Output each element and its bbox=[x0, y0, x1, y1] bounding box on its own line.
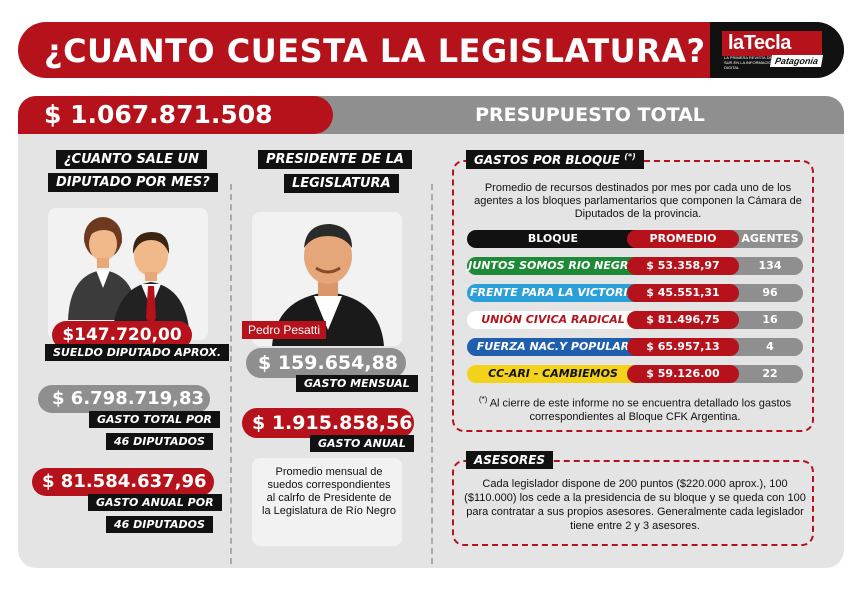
gasto-total-label-line2: 46 DIPUTADOS bbox=[106, 433, 213, 450]
bloques-table: BLOQUE PROMEDIO AGENTES JUNTOS SOMOS RIO… bbox=[467, 230, 803, 392]
table-row: FRENTE PARA LA VICTORIA $ 45.551,31 96 bbox=[467, 284, 803, 302]
bloque-name: CC-ARI - CAMBIEMOS bbox=[467, 365, 639, 383]
bloques-intro: Promedio de recursos destinados por mes … bbox=[474, 182, 802, 220]
total-value-bar bbox=[18, 96, 333, 134]
diputado-heading-line2: DIPUTADO POR MES? bbox=[48, 173, 218, 192]
bloque-promedio: $ 65.957,13 bbox=[627, 338, 739, 356]
table-header-row: BLOQUE PROMEDIO AGENTES bbox=[467, 230, 803, 248]
presidente-description-box bbox=[252, 458, 402, 546]
gasto-anual-label-line1: GASTO ANUAL POR bbox=[88, 494, 222, 511]
presidente-heading-line2: LEGISLATURA bbox=[284, 174, 399, 193]
total-budget-label: PRESUPUESTO TOTAL bbox=[475, 104, 705, 126]
diputado-heading-line1: ¿CUANTO SALE UN bbox=[56, 150, 207, 169]
asesores-text: Cada legislador dispone de 200 puntos ($… bbox=[464, 478, 806, 532]
bloque-agentes: 134 bbox=[717, 257, 803, 275]
bloque-name: JUNTOS SOMOS RIO NEGRO bbox=[467, 257, 639, 275]
header-banner: ¿CUANTO CUESTA LA LEGISLATURA? laTecla L… bbox=[18, 22, 844, 78]
logo-block: laTecla LA PRIMERA REVISTA DEL SUR EN LA… bbox=[710, 22, 844, 78]
bloques-footnote: (*) Al cierre de este informe no se encu… bbox=[470, 393, 800, 424]
sueldo-diputado-label: SUELDO DIPUTADO APROX. bbox=[45, 344, 230, 361]
latecla-logo[interactable]: laTecla LA PRIMERA REVISTA DEL SUR EN LA… bbox=[722, 31, 824, 70]
presidente-description: Promedio mensual de suedos correspondien… bbox=[262, 466, 396, 517]
gasto-total-value: $ 6.798.719,83 bbox=[38, 385, 210, 413]
bloques-heading-text: GASTOS POR BLOQUE bbox=[474, 153, 621, 167]
page-title: ¿CUANTO CUESTA LA LEGISLATURA? bbox=[44, 32, 706, 70]
column-divider-2 bbox=[431, 184, 433, 564]
column-divider-1 bbox=[230, 184, 232, 564]
gasto-anual-label-line2: 46 DIPUTADOS bbox=[106, 516, 213, 533]
total-label-bar bbox=[310, 96, 844, 134]
gasto-total-label-line1: GASTO TOTAL POR bbox=[89, 411, 220, 428]
table-row: CC-ARI - CAMBIEMOS $ 59.126.00 22 bbox=[467, 365, 803, 383]
total-budget-value: $ 1.067.871.508 bbox=[44, 100, 273, 129]
table-row: FUERZA NAC.Y POPULAR $ 65.957,13 4 bbox=[467, 338, 803, 356]
footnote-text: Al cierre de este informe no se encuentr… bbox=[489, 397, 792, 423]
footnote-mark: (*) bbox=[478, 395, 488, 404]
gasto-mensual-value: $ 159.654,88 bbox=[246, 348, 406, 378]
bloque-promedio: $ 45.551,31 bbox=[627, 284, 739, 302]
gasto-anual-presidente-value: $ 1.915.858,56 bbox=[242, 408, 414, 438]
table-row: UNIÓN CIVICA RADICAL $ 81.496,75 16 bbox=[467, 311, 803, 329]
gasto-anual-presidente-label: GASTO ANUAL bbox=[310, 435, 414, 452]
gasto-anual-diputados-value: $ 81.584.637,96 bbox=[32, 468, 214, 496]
logo-text: laTecla bbox=[722, 31, 822, 56]
bloque-name: FUERZA NAC.Y POPULAR bbox=[467, 338, 639, 356]
logo-tagline: LA PRIMERA REVISTA DEL SUR EN LA INFORMA… bbox=[724, 55, 775, 70]
col-agentes-header: AGENTES bbox=[717, 230, 803, 248]
bloque-promedio: $ 59.126.00 bbox=[627, 365, 739, 383]
bloque-promedio: $ 81.496,75 bbox=[627, 311, 739, 329]
bloque-agentes: 16 bbox=[717, 311, 803, 329]
col-bloque-header: BLOQUE bbox=[467, 230, 639, 248]
logo-subtitle: Patagonia bbox=[769, 55, 824, 67]
bloque-name: UNIÓN CIVICA RADICAL bbox=[467, 311, 639, 329]
table-row: JUNTOS SOMOS RIO NEGRO $ 53.358,97 134 bbox=[467, 257, 803, 275]
bloque-name: FRENTE PARA LA VICTORIA bbox=[467, 284, 639, 302]
presidente-heading-line1: PRESIDENTE DE LA bbox=[258, 150, 412, 169]
presidente-name: Pedro Pesatti bbox=[242, 321, 327, 339]
bloque-promedio: $ 53.358,97 bbox=[627, 257, 739, 275]
bloques-heading: GASTOS POR BLOQUE (*) bbox=[466, 150, 644, 169]
bloque-agentes: 22 bbox=[717, 365, 803, 383]
asesores-heading: ASESORES bbox=[466, 451, 554, 469]
bloque-agentes: 4 bbox=[717, 338, 803, 356]
bloque-agentes: 96 bbox=[717, 284, 803, 302]
gasto-mensual-label: GASTO MENSUAL bbox=[296, 375, 418, 392]
bloques-heading-mark: (*) bbox=[624, 152, 636, 161]
col-promedio-header: PROMEDIO bbox=[627, 230, 739, 248]
asesores-box bbox=[452, 460, 814, 546]
